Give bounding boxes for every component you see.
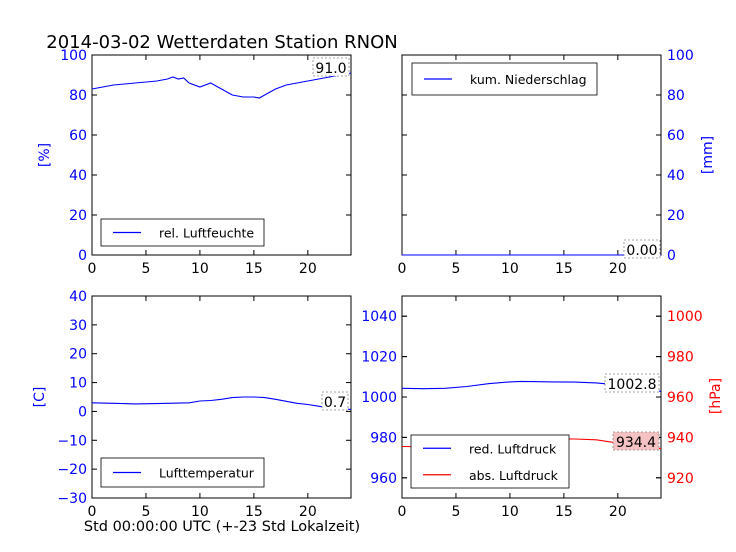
x-tick-label: 15 [555, 261, 573, 277]
x-tick-label: 5 [141, 261, 150, 277]
x-tick-label: 0 [88, 261, 97, 277]
y-tick-label: 60 [69, 128, 87, 144]
y-tick-label: 980 [370, 430, 397, 446]
temperature-panel-frame [91, 295, 352, 499]
x-tick-label: 20 [609, 504, 627, 520]
figure-title: 2014-03-02 Wetterdaten Station RNON [46, 32, 397, 53]
y-tick-label: 10 [69, 376, 87, 392]
y-tick-label: 20 [69, 208, 87, 224]
y-tick-label: 100 [60, 48, 87, 64]
x-tick-label: 20 [299, 504, 317, 520]
legend-label: rel. Luftfeuchte [159, 226, 254, 241]
y-axis-label: [%] [37, 143, 53, 167]
y-tick-label: 1000 [361, 390, 397, 406]
y-tick-label: 60 [667, 128, 685, 144]
value-label: 0.7 [324, 395, 346, 411]
x-tick-label: 0 [398, 504, 407, 520]
legend-label: abs. Luftdruck [469, 468, 559, 483]
y-tick-label: 40 [69, 289, 87, 305]
value-label: 91.0 [315, 61, 346, 77]
x-tick-label: 15 [555, 504, 573, 520]
x-tick-label: 0 [88, 504, 97, 520]
y-tick-label: 1020 [361, 350, 397, 366]
y-tick-label: 960 [370, 471, 397, 487]
y-tick-label: −30 [57, 491, 87, 507]
legend-label: kum. Niederschlag [470, 72, 587, 87]
y-tick-label: 1000 [667, 309, 703, 325]
temperature-line [91, 396, 352, 410]
y-tick-label: 920 [667, 471, 694, 487]
y-tick-label: 40 [667, 168, 685, 184]
x-tick-label: 0 [398, 261, 407, 277]
value-label: 934.4 [616, 435, 656, 451]
x-tick-label: 10 [501, 261, 519, 277]
y-tick-label: 100 [667, 48, 694, 64]
y-tick-label: 20 [69, 347, 87, 363]
y-tick-label: 0 [78, 404, 87, 420]
x-tick-label: 5 [451, 261, 460, 277]
y-tick-label: 80 [667, 88, 685, 104]
x-tick-label: 5 [451, 504, 460, 520]
value-label: 1002.8 [608, 377, 657, 393]
x-tick-label: 20 [299, 261, 317, 277]
y-tick-label: 40 [69, 168, 87, 184]
x-axis-label: Std 00:00:00 UTC (+-23 Std Lokalzeit) [84, 519, 360, 535]
humidity-panel-frame [91, 54, 352, 256]
y-tick-label: −10 [57, 433, 87, 449]
value-label: 0.00 [626, 243, 657, 259]
x-tick-label: 10 [191, 504, 209, 520]
x-tick-label: 10 [191, 261, 209, 277]
value-label-box [312, 57, 350, 77]
y-tick-label: 940 [667, 430, 694, 446]
y-tick-label: 20 [667, 208, 685, 224]
value-label-box [321, 391, 349, 411]
y-tick-label: 1040 [361, 309, 397, 325]
legend-label: red. Luftdruck [469, 441, 557, 456]
y-tick-label: −20 [57, 462, 87, 478]
y-tick-label: 80 [69, 88, 87, 104]
y-tick-label: 30 [69, 318, 87, 334]
y-tick-label: 0 [667, 248, 676, 264]
y-axis-label: [mm] [700, 136, 716, 174]
y-tick-label: 960 [667, 390, 694, 406]
humidity-line [91, 72, 352, 99]
y-tick-label: 0 [78, 248, 87, 264]
x-tick-label: 5 [141, 504, 150, 520]
value-label-box [604, 373, 660, 393]
y-axis-label: [C] [32, 387, 48, 408]
legend-box [410, 434, 570, 489]
x-tick-label: 20 [609, 261, 627, 277]
value-label-box [623, 239, 661, 259]
value-label-box [612, 431, 660, 451]
y-tick-label: 980 [667, 350, 694, 366]
y-axis-label: [hPa] [708, 378, 724, 414]
x-tick-label: 10 [501, 504, 519, 520]
x-tick-label: 15 [245, 261, 263, 277]
legend-label: Lufttemperatur [159, 466, 255, 481]
x-tick-label: 15 [245, 504, 263, 520]
